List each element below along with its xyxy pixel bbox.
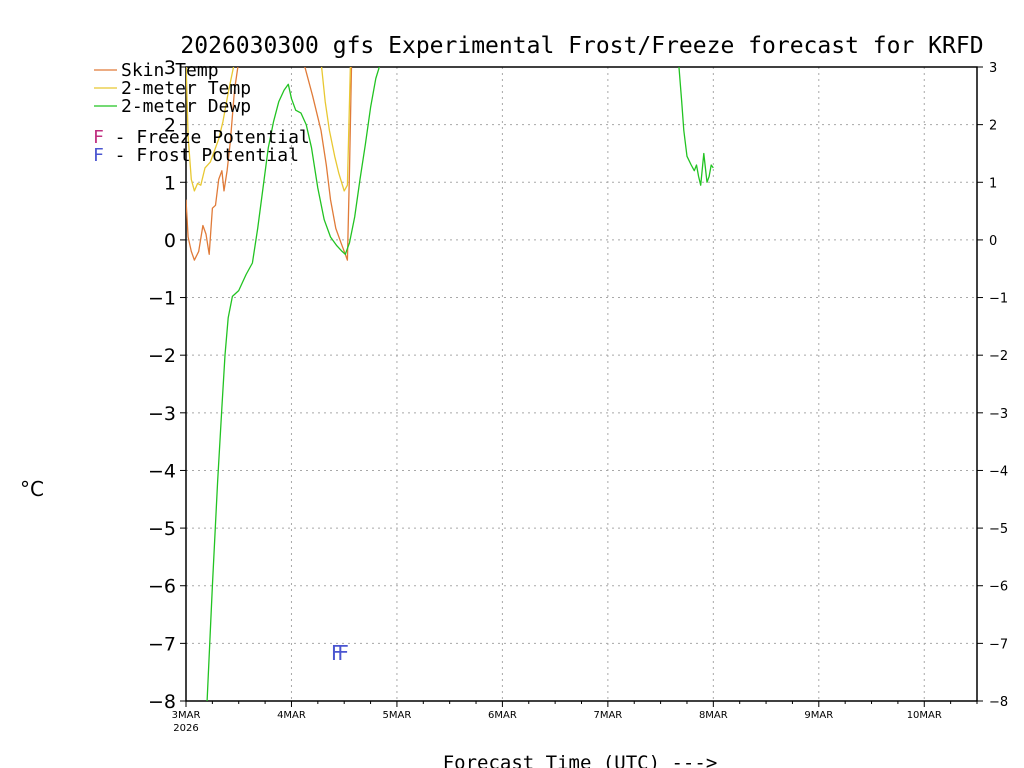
series-line-t2m	[186, 67, 235, 192]
x-tick-sublabel: 2026	[173, 723, 198, 734]
y-tick-label: −6	[148, 576, 176, 598]
y-tick-label-right: 2	[989, 119, 997, 134]
series-line-skin	[304, 67, 353, 261]
plot-frame	[185, 66, 978, 702]
y-tick-label: −5	[148, 518, 176, 540]
y-tick-label: −7	[148, 633, 176, 655]
y-tick-label-right: −1	[989, 292, 1008, 307]
y-tick-label-right: 0	[989, 234, 997, 249]
x-tick-label: 5MAR	[383, 710, 412, 721]
y-tick-label-right: −6	[989, 580, 1008, 595]
y-tick-label-right: −3	[989, 407, 1008, 422]
series-line-dewp	[206, 67, 381, 701]
grid	[186, 67, 977, 701]
y-tick-label: −4	[148, 460, 176, 482]
series-line-skin	[186, 67, 239, 261]
y-tick-label: 1	[164, 172, 176, 194]
x-tick-label: 4MAR	[277, 710, 306, 721]
x-tick-label: 3MAR	[172, 710, 201, 721]
legend-label-t2m: 2-meter Temp	[121, 78, 251, 99]
y-tick-label-right: 1	[989, 176, 997, 191]
x-tick-label: 8MAR	[699, 710, 728, 721]
x-tick-label: 10MAR	[907, 710, 942, 721]
potential-legend-freeze: F - Freeze Potential	[93, 127, 310, 148]
x-axis-label: Forecast Time (UTC) --->	[443, 752, 718, 768]
y-tick-label-right: 3	[989, 61, 997, 76]
x-tick-label: 9MAR	[804, 710, 833, 721]
y-tick-label: −3	[148, 403, 176, 425]
x-tick-label: 7MAR	[593, 710, 622, 721]
y-tick-label-right: −8	[989, 695, 1008, 710]
y-tick-label: 0	[164, 230, 176, 252]
potential-legend-frost: F - Frost Potential	[93, 145, 299, 166]
y-tick-label-right: −7	[989, 637, 1008, 652]
axes: −8 −8 −7 −7 −6 −6 −5 −5 −4 −4 −3 −3 −2 −2 −1 −1 0 0 1 1 2 2 3 3…	[148, 57, 1008, 734]
y-tick-label: 3	[164, 57, 176, 79]
y-tick-label: 2	[164, 115, 176, 137]
y-tick-label: −2	[148, 345, 176, 367]
legend-label-skin: Skin Temp	[121, 60, 219, 81]
series-line-dewp	[678, 67, 714, 186]
y-tick-label-right: −4	[989, 464, 1008, 479]
legend-label-dewp: 2-meter Dewp	[121, 96, 251, 117]
chart-title: 2026030300 gfs Experimental Frost/Freeze…	[180, 33, 983, 59]
y-axis-label: °C	[20, 477, 44, 501]
y-tick-label: −1	[148, 288, 176, 310]
series-line-t2m	[320, 67, 352, 192]
y-tick-label: −8	[148, 691, 176, 713]
x-tick-label: 6MAR	[488, 710, 517, 721]
y-tick-label-right: −5	[989, 522, 1008, 537]
plot-area: FF	[186, 67, 714, 701]
y-tick-label-right: −2	[989, 349, 1008, 364]
frost-marker: F	[331, 641, 343, 665]
frost-marker: F	[337, 641, 349, 665]
